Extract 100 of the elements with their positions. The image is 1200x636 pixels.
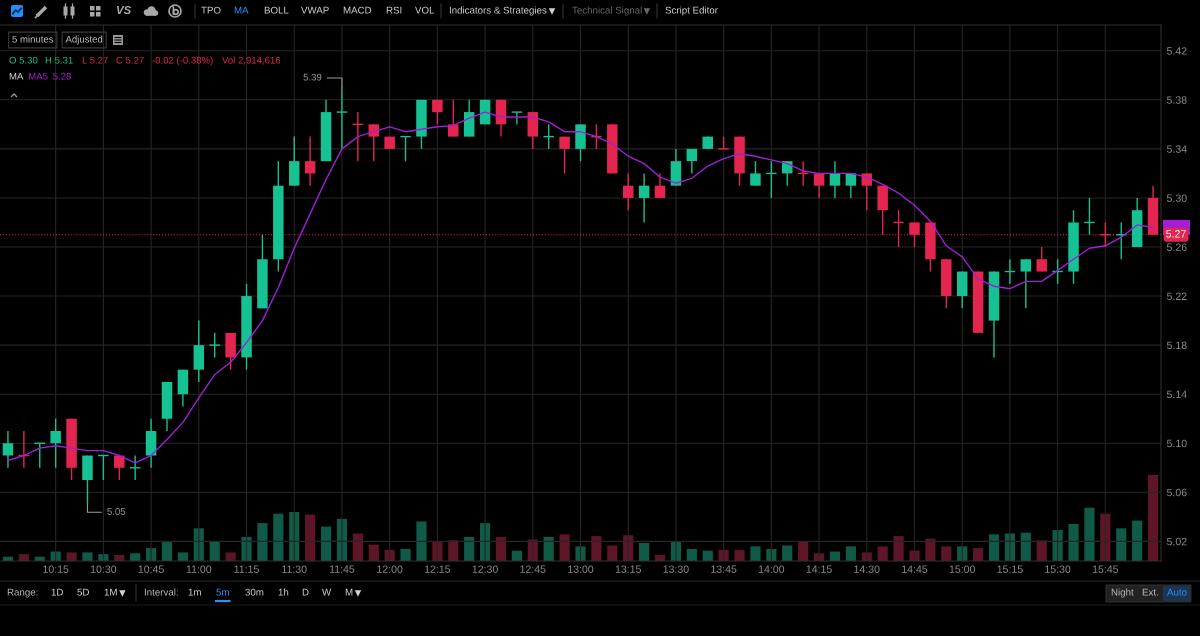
text: RSI [386,6,402,14]
bar [1068,524,1079,561]
annotation: MA [9,72,24,80]
candlestick [750,160,761,187]
text: TPO [201,6,221,14]
bar [495,536,507,561]
x-tick-label: 11:00 [186,565,212,573]
bar [320,526,332,561]
bar [639,542,650,561]
bar [464,536,475,561]
bar [352,533,363,561]
bar [798,541,809,561]
x-tick-label: 11:15 [234,565,259,573]
y-tick-label: 5.18 [1166,341,1187,350]
bar [1132,520,1143,561]
x-tick-label: 12:15 [424,565,451,573]
bar [893,536,904,561]
x-tick-label: 15:15 [997,565,1023,573]
candlestick [304,135,316,187]
y-tick-label: 5.02 [1166,537,1187,546]
x-tick-label: 13:30 [663,565,689,573]
annotation: O 5.30 [9,56,38,64]
text: BOLL [264,6,289,14]
annotation: 5.39 [303,73,322,81]
text: 30m [245,588,264,596]
candlestick [335,86,348,150]
candlestick [2,430,14,469]
annotation: 5.28 [53,72,71,80]
text: 1m [188,588,201,596]
annotation: 5.05 [107,508,126,515]
bar [575,546,586,561]
candlestick [114,454,125,481]
bar [1147,475,1159,561]
text: 1h [278,588,289,596]
candlestick [845,172,857,199]
candlestick [368,123,379,162]
bar [1084,507,1095,561]
bar [973,548,984,561]
candlestick [559,135,570,175]
text: D [302,588,309,596]
candlestick [782,160,793,187]
bar [734,549,745,561]
bar [1116,528,1127,561]
annotation: 5 minutes [12,35,54,43]
candlestick [448,99,459,138]
bar [988,534,1000,561]
y-tick-label: 5.06 [1166,488,1187,497]
bar [416,521,427,561]
bar [241,536,252,561]
text: M [345,588,353,596]
bar [257,523,268,561]
text: VS [116,5,132,15]
x-tick-label: 13:45 [711,565,737,573]
text: Technical Signal [572,6,642,16]
text: Interval: [144,588,178,596]
bar [543,536,554,561]
candlestick [50,418,61,469]
text: VOL [415,6,435,14]
y-tick-label: 5.22 [1166,292,1187,300]
annotation: C 5.27 [116,56,144,64]
bar [161,542,173,561]
bar [400,548,411,561]
x-tick-label: 14:15 [806,565,832,573]
text: MA [234,6,249,14]
candlestick [208,332,221,359]
y-tick-label: 5.30 [1166,194,1187,202]
text: Auto [1167,588,1187,596]
x-tick-label: 15:45 [1092,565,1119,573]
bar [368,544,379,561]
x-tick-label: 14:45 [902,565,928,573]
y-tick-label: 5.14 [1166,390,1187,399]
candlestick [1036,246,1047,273]
candlestick [813,172,825,199]
text: W [322,588,332,596]
text: VWAP [301,6,329,14]
bar [1036,540,1047,561]
x-tick-label: 14:30 [854,565,880,573]
candlestick [622,172,634,211]
y-tick-label: 5.10 [1166,439,1187,448]
bar [448,540,459,561]
x-tick-label: 10:30 [90,565,117,573]
bar [82,552,93,561]
y-tick-label: 5.38 [1166,96,1187,104]
annotation: Vol 2,914,616 [222,56,281,65]
x-tick-label: 13:00 [568,565,594,573]
candlestick [638,172,650,224]
text: Indicators & Strategies [449,6,547,16]
bar [750,546,761,561]
y-tick-label: 5.34 [1166,145,1187,153]
candlestick [510,111,523,126]
candlestick [432,99,443,126]
text: Ext. [1142,588,1158,596]
candlestick [829,160,841,199]
x-tick-label: 13:15 [615,565,641,573]
text: Range: [7,588,38,598]
x-tick-label: 12:30 [472,565,498,573]
x-tick-label: 15:00 [949,565,975,573]
candlestick [654,172,666,199]
bar [1020,532,1031,561]
bar [559,534,570,561]
